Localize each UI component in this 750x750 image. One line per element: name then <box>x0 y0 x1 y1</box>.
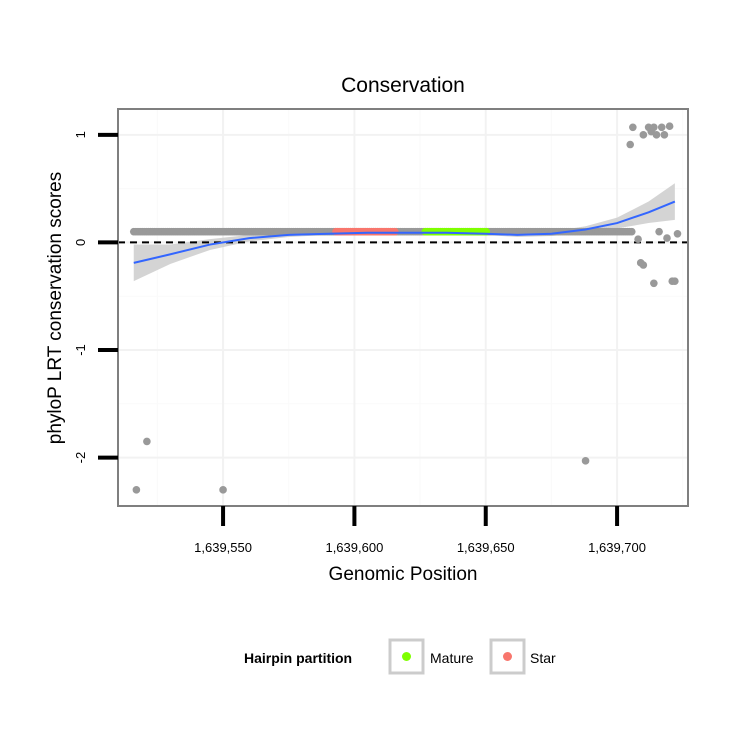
plot-area <box>118 109 688 506</box>
legend-title: Hairpin partition <box>244 650 352 666</box>
x-tick-label: 1,639,700 <box>588 540 646 555</box>
data-point <box>626 140 635 149</box>
data-point <box>639 131 648 139</box>
chart-title: Conservation <box>341 74 465 97</box>
data-point <box>657 123 666 132</box>
x-tick-label: 1,639,550 <box>194 540 252 555</box>
y-axis: -2 -1 0 1 <box>73 131 118 463</box>
legend-item-mature: Mature <box>388 638 474 675</box>
x-tick-label: 1,639,600 <box>325 540 383 555</box>
data-point <box>143 437 151 446</box>
data-point <box>639 261 648 269</box>
data-point <box>673 230 682 238</box>
data-point <box>663 234 671 242</box>
y-tick-label: 0 <box>73 239 88 246</box>
data-point <box>219 486 227 494</box>
legend-dot-mature <box>402 652 411 661</box>
legend-label-star: Star <box>530 650 556 666</box>
data-point <box>655 227 663 236</box>
grid-lines <box>118 109 688 506</box>
series-point-star <box>391 227 399 236</box>
data-point <box>132 486 141 494</box>
data-point <box>627 227 636 236</box>
legend-item-star: Star <box>489 638 556 675</box>
data-point <box>629 123 637 132</box>
plot-panel <box>117 108 689 507</box>
data-point <box>660 131 669 139</box>
data-point <box>671 277 679 285</box>
y-axis-title: phyloP LRT conservation scores <box>45 172 66 445</box>
data-point <box>650 123 658 132</box>
x-axis: 1,639,550 1,639,600 1,639,650 1,639,700 <box>194 506 646 555</box>
data-point <box>634 235 642 243</box>
y-tick-label: -2 <box>73 452 88 464</box>
data-point <box>652 131 661 139</box>
data-point <box>650 279 658 288</box>
legend: Hairpin partition Mature Star <box>244 638 556 675</box>
x-tick-label: 1,639,650 <box>457 540 515 555</box>
smooth-fit-line <box>133 200 676 264</box>
y-tick-label: 1 <box>73 131 88 138</box>
y-tick-label: -1 <box>73 344 88 356</box>
data-point <box>665 122 674 131</box>
plot-border <box>117 108 689 507</box>
legend-dot-star <box>503 652 512 661</box>
x-axis-title: Genomic Position <box>329 564 478 585</box>
legend-label-mature: Mature <box>430 650 474 666</box>
data-point <box>581 457 590 465</box>
